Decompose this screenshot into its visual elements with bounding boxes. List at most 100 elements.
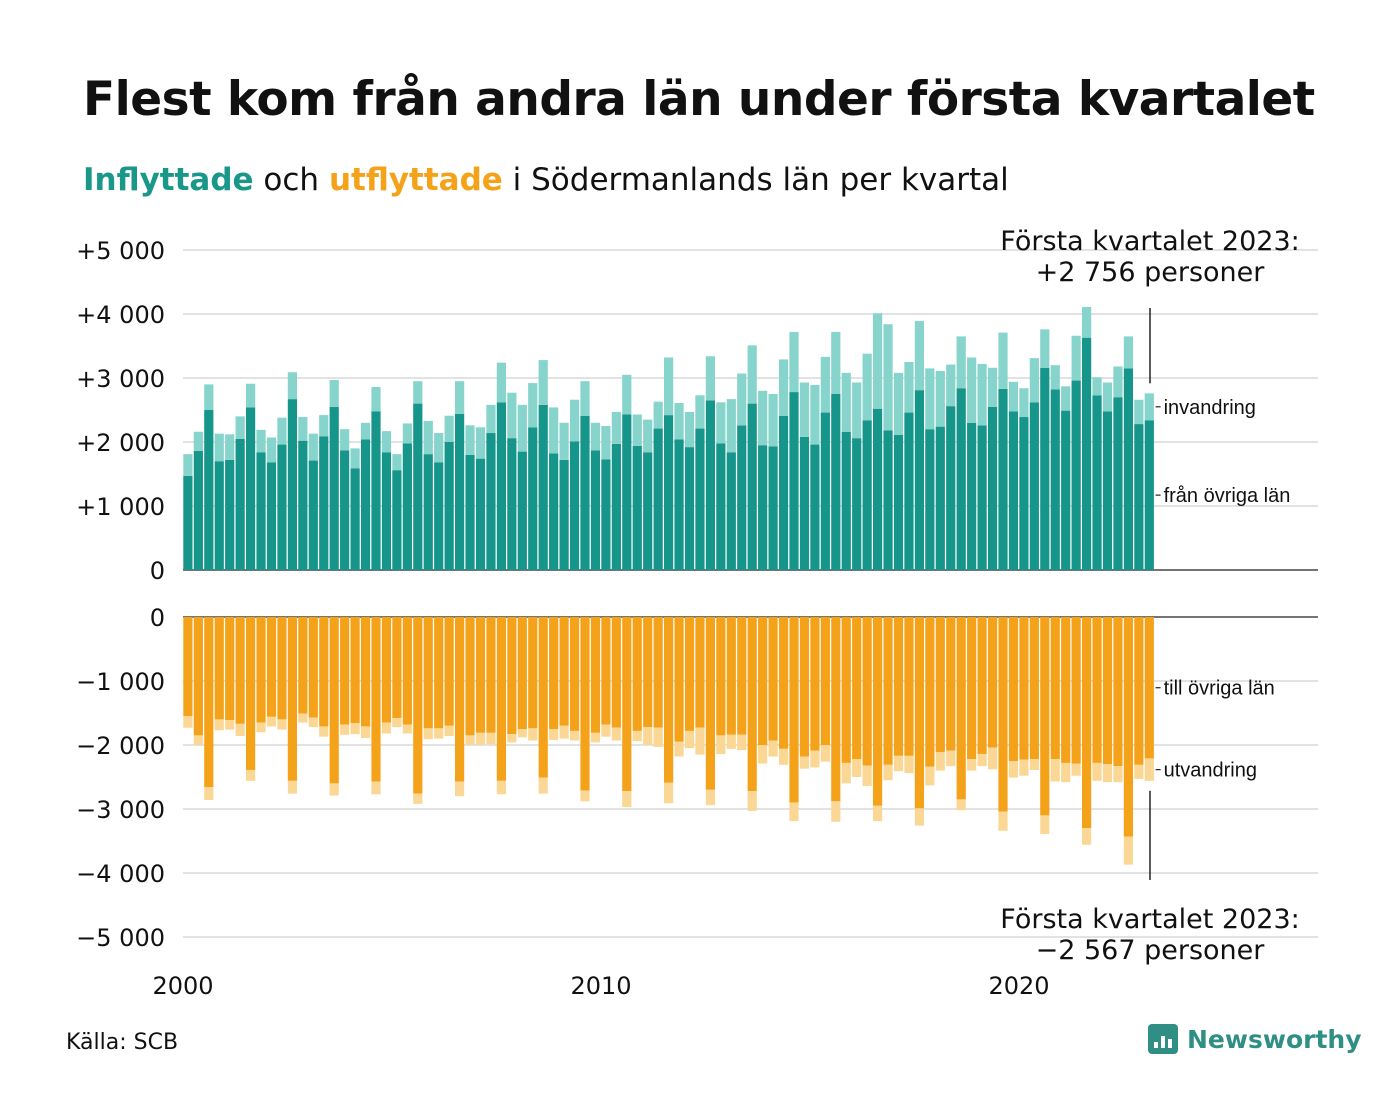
bar-invandring <box>977 363 987 426</box>
y-tick-label-top: +3 000 <box>76 365 165 393</box>
bar-invandring <box>538 360 548 405</box>
bar-till-ovriga-lan <box>684 617 695 731</box>
bar-fran-ovriga-lan <box>1050 389 1060 570</box>
bar-fran-ovriga-lan <box>768 446 778 570</box>
bar-till-ovriga-lan <box>246 617 256 770</box>
bar-utvandring <box>622 791 632 808</box>
bar-till-ovriga-lan <box>392 617 402 719</box>
bar-invandring <box>1144 393 1154 421</box>
bar-invandring <box>350 448 360 469</box>
bar-utvandring <box>559 725 569 739</box>
bar-invandring <box>674 402 684 440</box>
bar-till-ovriga-lan <box>1019 617 1029 760</box>
bar-fran-ovriga-lan <box>778 415 789 570</box>
bar-fran-ovriga-lan <box>747 403 757 570</box>
bar-till-ovriga-lan <box>381 617 392 723</box>
bar-till-ovriga-lan <box>810 617 820 751</box>
bar-utvandring <box>1102 764 1113 783</box>
bar-fran-ovriga-lan <box>1123 368 1133 570</box>
bar-invandring <box>475 427 486 459</box>
bar-invandring <box>622 374 632 415</box>
bar-invandring <box>789 331 799 393</box>
bar-till-ovriga-lan <box>831 617 841 802</box>
bar-fran-ovriga-lan <box>695 428 705 570</box>
bar-till-ovriga-lan <box>1040 617 1050 816</box>
brand-name: Newsworthy <box>1187 1024 1362 1054</box>
bar-till-ovriga-lan <box>350 617 360 724</box>
bar-fran-ovriga-lan <box>664 415 674 570</box>
bar-utvandring <box>1040 815 1050 834</box>
annotation-bottom-line1: Första kvartalet 2023: <box>1000 904 1299 935</box>
bar-fran-ovriga-lan <box>580 415 590 570</box>
bar-till-ovriga-lan <box>507 617 517 735</box>
bar-utvandring <box>935 752 945 771</box>
bar-utvandring <box>726 734 736 749</box>
y-tick-label-bottom: −4 000 <box>76 860 165 888</box>
bar-fran-ovriga-lan <box>475 458 486 570</box>
bar-invandring <box>852 382 862 439</box>
bar-till-ovriga-lan <box>204 617 214 788</box>
bar-till-ovriga-lan <box>528 617 538 729</box>
bar-utvandring <box>967 759 977 771</box>
bar-invandring <box>569 399 580 442</box>
bar-invandring <box>632 414 642 446</box>
bar-till-ovriga-lan <box>1144 617 1154 759</box>
bar-utvandring <box>444 725 454 737</box>
bar-utvandring <box>1019 759 1029 776</box>
annotation-bottom-line2: −2 567 personer <box>1036 935 1266 966</box>
x-tick-label: 2010 <box>570 972 631 1000</box>
bar-till-ovriga-lan <box>643 617 653 728</box>
bar-utvandring <box>381 722 392 734</box>
bar-invandring <box>810 385 820 445</box>
bar-fran-ovriga-lan <box>455 413 465 570</box>
bar-utvandring <box>893 755 904 772</box>
bar-invandring <box>1113 366 1123 398</box>
bar-invandring <box>486 404 496 434</box>
bar-utvandring <box>1134 764 1144 779</box>
bar-invandring <box>465 425 475 455</box>
bar-fran-ovriga-lan <box>632 445 642 570</box>
bar-till-ovriga-lan <box>987 617 998 748</box>
y-tick-label-bottom: −2 000 <box>76 732 165 760</box>
bar-till-ovriga-lan <box>967 617 977 760</box>
bar-utvandring <box>1092 762 1102 781</box>
bar-utvandring <box>883 764 893 781</box>
bar-till-ovriga-lan <box>998 617 1008 812</box>
bar-till-ovriga-lan <box>559 617 569 726</box>
bar-fran-ovriga-lan <box>1040 367 1050 570</box>
bar-utvandring <box>549 729 559 740</box>
bar-fran-ovriga-lan <box>392 470 402 570</box>
bar-utvandring <box>653 727 663 747</box>
bar-utvandring <box>225 720 235 730</box>
bar-invandring <box>277 417 287 445</box>
bar-till-ovriga-lan <box>549 617 559 729</box>
bar-utvandring <box>371 781 381 795</box>
bar-fran-ovriga-lan <box>340 450 350 570</box>
bar-fran-ovriga-lan <box>893 434 904 570</box>
bar-till-ovriga-lan <box>402 617 412 725</box>
bar-utvandring <box>1113 766 1123 783</box>
bar-utvandring <box>517 729 527 738</box>
bar-utvandring <box>455 781 465 797</box>
bar-utvandring <box>789 802 799 822</box>
y-tick-label-top: +1 000 <box>76 493 165 521</box>
bar-utvandring <box>873 805 883 822</box>
bar-utvandring <box>423 728 433 740</box>
bar-till-ovriga-lan <box>225 617 235 721</box>
bar-till-ovriga-lan <box>946 617 956 751</box>
x-tick-label: 2020 <box>988 972 1049 1000</box>
bar-till-ovriga-lan <box>319 617 329 727</box>
bar-invandring <box>758 390 768 446</box>
bar-fran-ovriga-lan <box>496 402 506 570</box>
bar-utvandring <box>946 750 956 767</box>
bar-fran-ovriga-lan <box>831 394 841 570</box>
bar-utvandring <box>1061 762 1071 783</box>
bar-utvandring <box>350 723 360 735</box>
bar-utvandring <box>716 735 726 754</box>
bar-utvandring <box>841 762 851 784</box>
bar-till-ovriga-lan <box>925 617 935 767</box>
bar-invandring <box>799 382 810 437</box>
bar-invandring <box>841 372 851 432</box>
bar-fran-ovriga-lan <box>883 430 893 570</box>
bar-fran-ovriga-lan <box>371 411 381 570</box>
